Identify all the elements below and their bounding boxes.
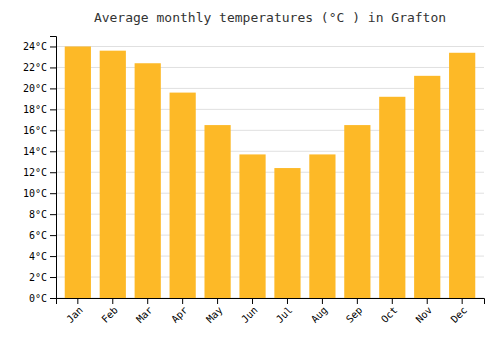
y-tick-label: 22°C xyxy=(23,62,47,73)
x-tick: Sep xyxy=(344,298,365,325)
y-tick-label: 12°C xyxy=(23,167,47,178)
x-tick-mark xyxy=(462,298,463,304)
y-tick: 4°C xyxy=(29,251,56,262)
bar xyxy=(414,76,440,298)
x-tick-label: Jun xyxy=(239,304,260,325)
x-tick-label: Sep xyxy=(344,304,365,325)
y-tick: 2°C xyxy=(29,272,56,283)
y-tick-mark xyxy=(50,214,56,215)
y-tick-mark xyxy=(50,277,56,278)
bar xyxy=(274,168,300,298)
x-tick-label: Mar xyxy=(134,304,155,325)
y-tick-mark xyxy=(50,67,56,68)
y-tick: 8°C xyxy=(29,209,56,220)
y-tick-label: 16°C xyxy=(23,125,47,136)
y-tick-label: 10°C xyxy=(23,188,47,199)
x-tick: Oct xyxy=(379,298,400,325)
y-tick-mark xyxy=(50,235,56,236)
y-tick-label: 0°C xyxy=(29,293,47,304)
bar xyxy=(344,125,370,298)
y-tick-mark xyxy=(50,130,56,131)
x-tick-mark xyxy=(252,298,253,304)
y-tick-label: 18°C xyxy=(23,104,47,115)
x-tick: Mar xyxy=(134,298,155,325)
bar xyxy=(65,46,91,298)
x-tick-label: Jul xyxy=(274,304,295,325)
x-tick: Jul xyxy=(274,298,295,325)
bar xyxy=(449,53,475,298)
x-tick-mark xyxy=(427,298,428,304)
x-tick-mark xyxy=(392,298,393,304)
x-tick-label: Apr xyxy=(169,304,190,325)
bars xyxy=(65,46,476,298)
y-tick-mark xyxy=(50,172,56,173)
x-tick-label: Dec xyxy=(449,304,470,325)
bar xyxy=(100,51,126,298)
y-tick: 14°C xyxy=(23,146,56,157)
x-tick: Jun xyxy=(239,298,260,325)
chart: 0°C 2°C 4°C 6°C 8°C 10°C 12°C 14°C 16°C 18°C 20°C 2… xyxy=(0,0,500,350)
x-tick-mark xyxy=(217,298,218,304)
y-tick: 12°C xyxy=(23,167,56,178)
y-tick-label: 2°C xyxy=(29,272,47,283)
x-tick-mark xyxy=(357,298,358,304)
y-tick-label: 4°C xyxy=(29,251,47,262)
x-tick-label: Nov xyxy=(414,304,435,325)
y-tick-label: 6°C xyxy=(29,230,47,241)
y-tick: 18°C xyxy=(23,104,56,115)
y-tick: 24°C xyxy=(23,41,56,52)
x-tick: Dec xyxy=(449,298,470,325)
y-tick-label: 8°C xyxy=(29,209,47,220)
bar xyxy=(135,63,161,298)
x-tick-label: May xyxy=(204,304,225,325)
y-tick: 20°C xyxy=(23,83,56,94)
grid-line xyxy=(56,46,484,47)
x-tick-label: Aug xyxy=(309,304,330,325)
y-tick-mark xyxy=(50,256,56,257)
bar xyxy=(309,154,335,298)
y-tick: 22°C xyxy=(23,62,56,73)
bar xyxy=(379,97,405,298)
x-axis: Jan Feb Mar Apr May Jun Jul Aug Sep Oct Nov Dec xyxy=(57,298,485,325)
y-tick-mark xyxy=(50,46,56,47)
x-tick-mark xyxy=(112,298,113,304)
plot: 0°C 2°C 4°C 6°C 8°C 10°C 12°C 14°C 16°C 18°C 20°C 2… xyxy=(23,37,485,325)
y-tick: 10°C xyxy=(23,188,56,199)
x-tick-label: Feb xyxy=(99,304,120,325)
x-tick-mark xyxy=(147,298,148,304)
x-tick-mark xyxy=(182,298,183,304)
x-tick-mark xyxy=(322,298,323,304)
y-tick-label: 20°C xyxy=(23,83,47,94)
x-tick: Feb xyxy=(99,298,120,325)
grid xyxy=(56,46,484,298)
bar xyxy=(170,93,196,298)
y-tick: 0°C xyxy=(29,293,56,304)
y-tick-mark xyxy=(50,88,56,89)
y-tick-mark xyxy=(50,109,56,110)
x-tick: May xyxy=(204,298,225,325)
x-tick-mark xyxy=(287,298,288,304)
y-tick-mark xyxy=(50,193,56,194)
y-tick-label: 24°C xyxy=(23,41,47,52)
x-tick: Apr xyxy=(169,298,190,325)
x-tick: Jan xyxy=(64,298,85,325)
y-tick: 6°C xyxy=(29,230,56,241)
x-tick-mark xyxy=(77,298,78,304)
y-tick: 16°C xyxy=(23,125,56,136)
bar xyxy=(239,154,265,298)
title: Average monthly temperatures (°C ) in Gr… xyxy=(94,10,446,25)
x-tick: Aug xyxy=(309,298,330,325)
y-axis: 0°C 2°C 4°C 6°C 8°C 10°C 12°C 14°C 16°C 18°C 20°C 2… xyxy=(23,37,57,304)
x-axis-line xyxy=(57,299,485,305)
y-tick-mark xyxy=(50,151,56,152)
x-tick-label: Jan xyxy=(64,304,85,325)
x-tick: Nov xyxy=(414,298,435,325)
y-tick-label: 14°C xyxy=(23,146,47,157)
y-tick-mark xyxy=(50,298,56,299)
x-tick-label: Oct xyxy=(379,304,400,325)
bar xyxy=(204,125,230,298)
y-axis-line xyxy=(50,37,57,299)
